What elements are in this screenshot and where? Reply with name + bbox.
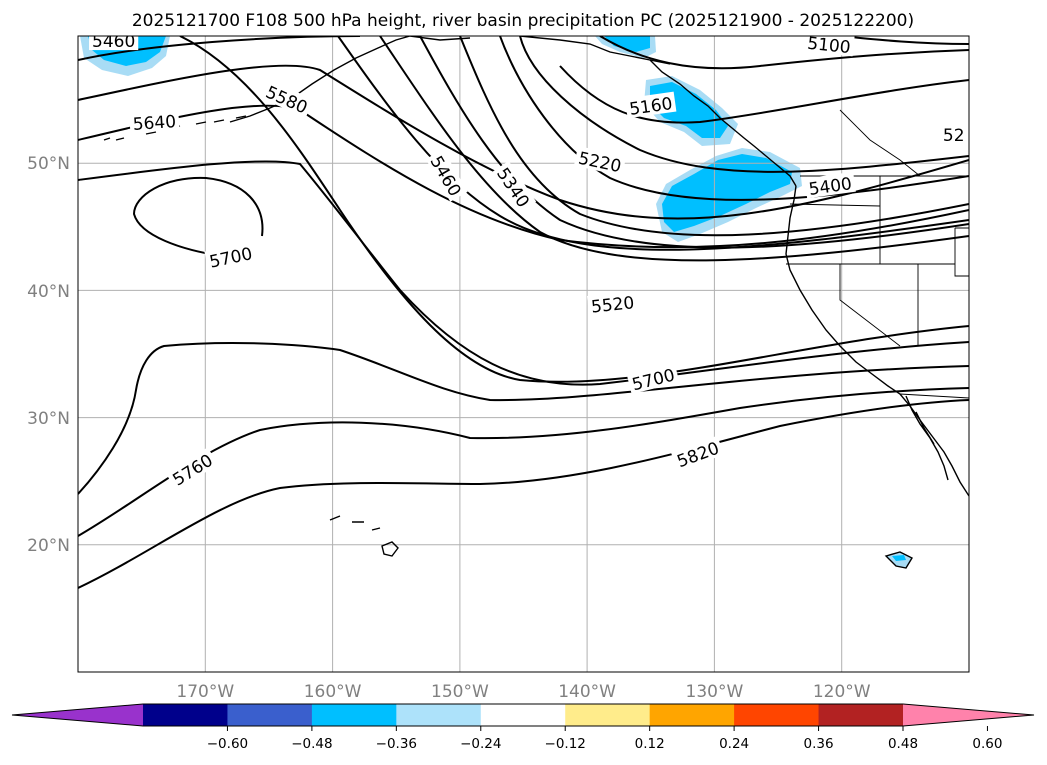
contour-line — [559, 65, 969, 124]
colorbar-tick-label: −0.60 — [207, 736, 248, 752]
lon-tick-label: 160°W — [304, 682, 362, 702]
precip-area-mexico-core — [892, 555, 906, 561]
washington-oregon-border — [789, 203, 881, 207]
colorbar-tick-label: 0.12 — [635, 736, 665, 752]
contour-label-group: 5160 — [624, 91, 677, 120]
precip-area-pacnw-core — [662, 154, 792, 232]
alaska-peninsula-coast — [229, 36, 411, 123]
contour-line — [419, 36, 969, 249]
hawaii-islands — [329, 515, 399, 557]
lat-tick-label: 40°N — [27, 282, 70, 302]
colorbar-tick-label: −0.36 — [376, 736, 417, 752]
contour-line — [78, 64, 969, 220]
height-contours — [78, 36, 969, 589]
contour-line — [519, 36, 969, 173]
california-nevada-border — [839, 264, 901, 347]
map-title: 2025121700 F108 500 hPa height, river ba… — [132, 11, 914, 31]
contour-line — [337, 36, 969, 251]
contour-label: 52 — [943, 126, 965, 146]
colorbar-segment — [480, 704, 566, 726]
contour-line — [78, 160, 969, 386]
contour-label: 5520 — [590, 293, 635, 317]
contour-line — [132, 176, 264, 257]
colorbar-segment — [734, 704, 820, 726]
colorbar-tick-label: −0.48 — [291, 736, 332, 752]
colorbar-segment — [396, 704, 482, 726]
latitude-labels: 20°N 30°N 40°N 50°N — [27, 154, 70, 556]
colorbar-segment — [227, 704, 313, 726]
bc-coast — [649, 59, 797, 187]
state-border — [954, 227, 969, 277]
map-frame — [77, 35, 970, 673]
contour-label-group: 52 — [943, 126, 965, 146]
colorbar-tick-label: 0.36 — [804, 736, 834, 752]
lon-tick-label: 150°W — [431, 682, 489, 702]
colorbar-tick-label: 0.24 — [719, 736, 749, 752]
lat-tick-label: 50°N — [27, 154, 70, 174]
longitude-labels: 170°W 160°W 150°W 140°W 130°W 120°W — [176, 682, 870, 702]
contour-label: 5460 — [92, 32, 135, 52]
colorbar-tick-label: −0.12 — [545, 736, 586, 752]
lon-tick-label: 170°W — [176, 682, 234, 702]
us-west-coast — [785, 185, 969, 497]
colorbar-segments — [11, 703, 1035, 727]
colorbar-extend-low — [12, 704, 143, 726]
contour-line — [78, 104, 969, 249]
contour-label-group: 5100 — [803, 34, 855, 58]
contour-label-group: 5520 — [586, 290, 639, 318]
colorbar-ticks: −0.60 −0.48 −0.36 −0.24 −0.12 0.12 0.24 0.36 0.4… — [207, 726, 1002, 752]
contour-line — [599, 36, 969, 70]
lat-tick-label: 30°N — [27, 409, 70, 429]
contour-label: 5100 — [806, 34, 851, 58]
lat-tick-label: 20°N — [27, 536, 70, 556]
contour-line — [459, 36, 969, 237]
contour-label-group: 5400 — [804, 171, 856, 200]
colorbar-segment — [143, 704, 228, 726]
us-mexico-border — [899, 393, 969, 399]
contour-line — [78, 399, 969, 589]
colorbar-segment — [818, 704, 904, 726]
colorbar-extend-high — [903, 704, 1034, 726]
lon-tick-label: 140°W — [558, 682, 616, 702]
colorbar-tick-label: −0.24 — [460, 736, 501, 752]
colorbar-tick-label: 0.48 — [888, 736, 918, 752]
contour-label-group: 5640 — [129, 109, 180, 135]
contour-line — [379, 36, 969, 262]
contour-line — [499, 36, 969, 201]
mexico-island — [884, 551, 913, 569]
contour-label-group: 5460 — [89, 32, 139, 52]
colorbar-outline — [11, 703, 1035, 727]
contour-line — [78, 342, 969, 495]
precip-area-gulf-alaska-core — [604, 36, 650, 52]
contour-line — [179, 36, 969, 383]
colorbar-segment — [565, 704, 651, 726]
colorbar: −0.60 −0.48 −0.36 −0.24 −0.12 0.12 0.24 0.36 0.4… — [11, 703, 1035, 752]
colorbar-segment — [649, 704, 735, 726]
baja-peninsula — [905, 395, 949, 481]
lon-tick-label: 130°W — [686, 682, 744, 702]
lon-tick-label: 120°W — [813, 682, 871, 702]
contour-label: 5640 — [132, 112, 177, 135]
colorbar-segment — [311, 704, 397, 726]
colorbar-tick-label: 0.60 — [972, 736, 1002, 752]
canada-province-border — [839, 109, 921, 177]
